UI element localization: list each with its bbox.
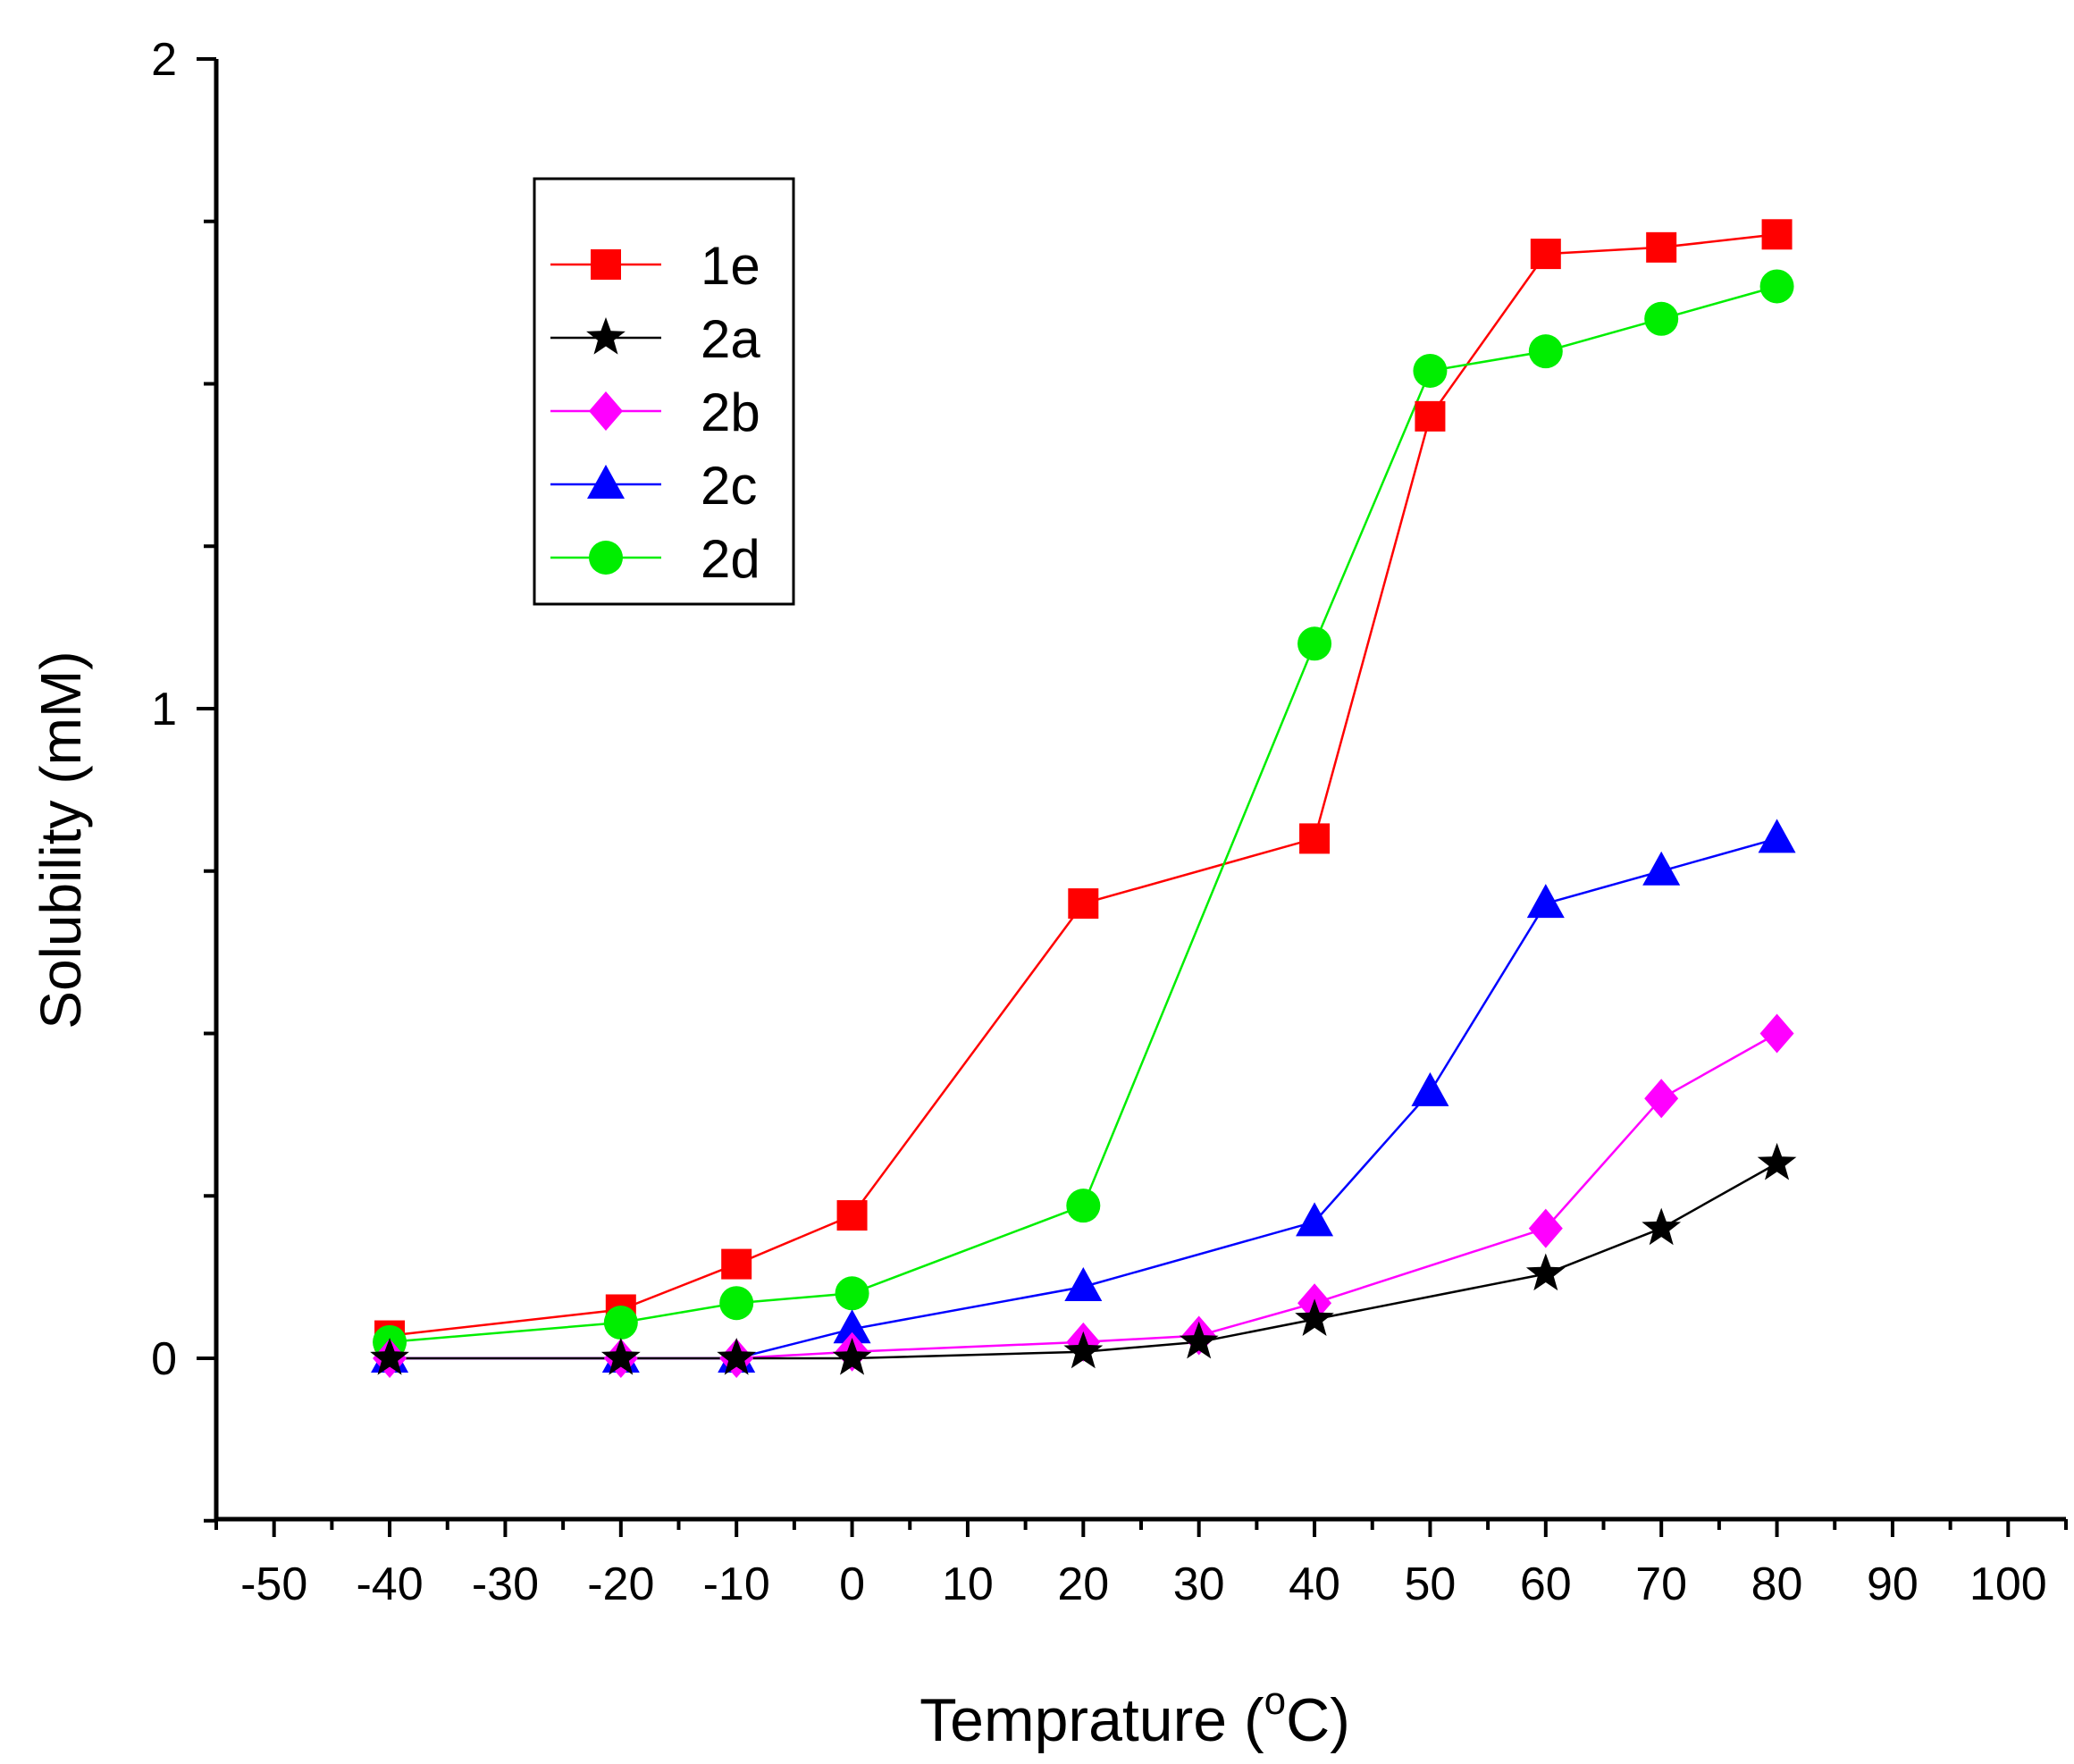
y-axis-label: Solubility (mM) — [29, 651, 93, 1029]
x-tick-label: 20 — [1057, 1558, 1109, 1610]
data-point-1e — [1415, 400, 1446, 432]
x-axis-label-superscript: o — [1264, 1679, 1286, 1723]
data-point-2a — [1179, 1321, 1219, 1359]
data-point-1e — [1761, 219, 1793, 250]
data-point-2d — [1644, 301, 1679, 336]
x-tick-label: -50 — [240, 1558, 307, 1610]
x-tick-label: 40 — [1289, 1558, 1340, 1610]
x-axis-label-tail: C) — [1286, 1686, 1350, 1754]
data-point-2c — [1526, 884, 1565, 919]
legend-marker-2a — [586, 317, 626, 355]
data-point-2b — [1644, 1079, 1679, 1119]
data-point-2c — [833, 1309, 871, 1344]
series-line-1e — [389, 233, 1777, 1337]
legend-label-2c: 2c — [701, 456, 757, 516]
legend-label-2a: 2a — [701, 309, 760, 369]
data-point-2c — [1296, 1202, 1334, 1237]
legend-marker-2d — [589, 541, 623, 575]
data-point-2c — [1064, 1267, 1103, 1302]
x-tick-label: 30 — [1173, 1558, 1225, 1610]
y-axis-ticks: 0 1 2 — [151, 34, 216, 1523]
data-point-2d — [603, 1306, 638, 1340]
data-point-2a — [1757, 1142, 1797, 1180]
x-tick-label: 10 — [942, 1558, 994, 1610]
x-tick-label: 60 — [1520, 1558, 1572, 1610]
legend-label-2d: 2d — [701, 529, 760, 589]
data-point-2b — [1759, 1013, 1794, 1054]
data-point-2a — [600, 1338, 641, 1375]
series-line-2a — [390, 1162, 1778, 1360]
series-line-2d — [389, 285, 1777, 1344]
x-tick-label: -30 — [472, 1558, 539, 1610]
data-point-2a — [832, 1338, 872, 1375]
x-tick-label: 50 — [1405, 1558, 1457, 1610]
data-point-2a — [1063, 1331, 1104, 1369]
series-group — [370, 219, 1797, 1378]
x-tick-label: -10 — [703, 1558, 770, 1610]
data-point-1e — [721, 1248, 752, 1280]
data-point-2a — [1295, 1298, 1334, 1336]
legend-label-2b: 2b — [701, 382, 760, 442]
x-axis-ticks: -50 -40 -30 -20 -10 0 10 20 30 40 50 60 70 80 90 100 — [214, 1519, 2068, 1610]
data-point-2d — [1297, 626, 1332, 661]
data-point-2a — [370, 1338, 409, 1375]
data-point-2d — [719, 1286, 754, 1321]
data-point-1e — [1299, 823, 1331, 854]
x-tick-label: -20 — [587, 1558, 654, 1610]
data-point-2c — [1411, 1071, 1449, 1106]
x-tick-label: 90 — [1867, 1558, 1919, 1610]
data-point-2a — [1642, 1207, 1682, 1246]
x-tick-label: 100 — [1969, 1558, 2047, 1610]
legend: 1e 2a 2b 2c 2d — [533, 177, 795, 606]
x-tick-label: 0 — [839, 1558, 865, 1610]
data-point-2d — [1413, 353, 1448, 388]
y-tick-label: 1 — [151, 684, 177, 735]
y-tick-label: 2 — [151, 34, 177, 86]
legend-marker-2b — [589, 391, 623, 431]
data-point-2d — [835, 1276, 869, 1311]
data-point-1e — [1530, 239, 1561, 270]
data-point-1e — [1068, 888, 1099, 920]
y-tick-label: 0 — [151, 1333, 177, 1385]
data-point-2a — [1525, 1253, 1566, 1291]
x-tick-label: 80 — [1751, 1558, 1803, 1610]
x-axis-label-main: Temprature ( — [919, 1686, 1264, 1754]
legend-marker-1e — [591, 249, 621, 280]
data-point-2b — [1528, 1208, 1563, 1248]
x-axis-label: Temprature (oC) — [919, 1679, 1350, 1754]
legend-label-1e: 1e — [701, 236, 760, 296]
data-point-2d — [1528, 334, 1563, 369]
legend-marker-2c — [587, 465, 625, 499]
x-tick-label: -40 — [356, 1558, 423, 1610]
data-point-2d — [1759, 269, 1794, 304]
data-point-2d — [1066, 1189, 1101, 1223]
x-tick-label: 70 — [1635, 1558, 1687, 1610]
legend-box — [533, 177, 795, 606]
data-point-2a — [717, 1338, 757, 1375]
data-point-1e — [1646, 231, 1677, 263]
data-point-1e — [836, 1200, 868, 1231]
data-point-2c — [1758, 819, 1796, 853]
data-point-2c — [1642, 851, 1681, 886]
